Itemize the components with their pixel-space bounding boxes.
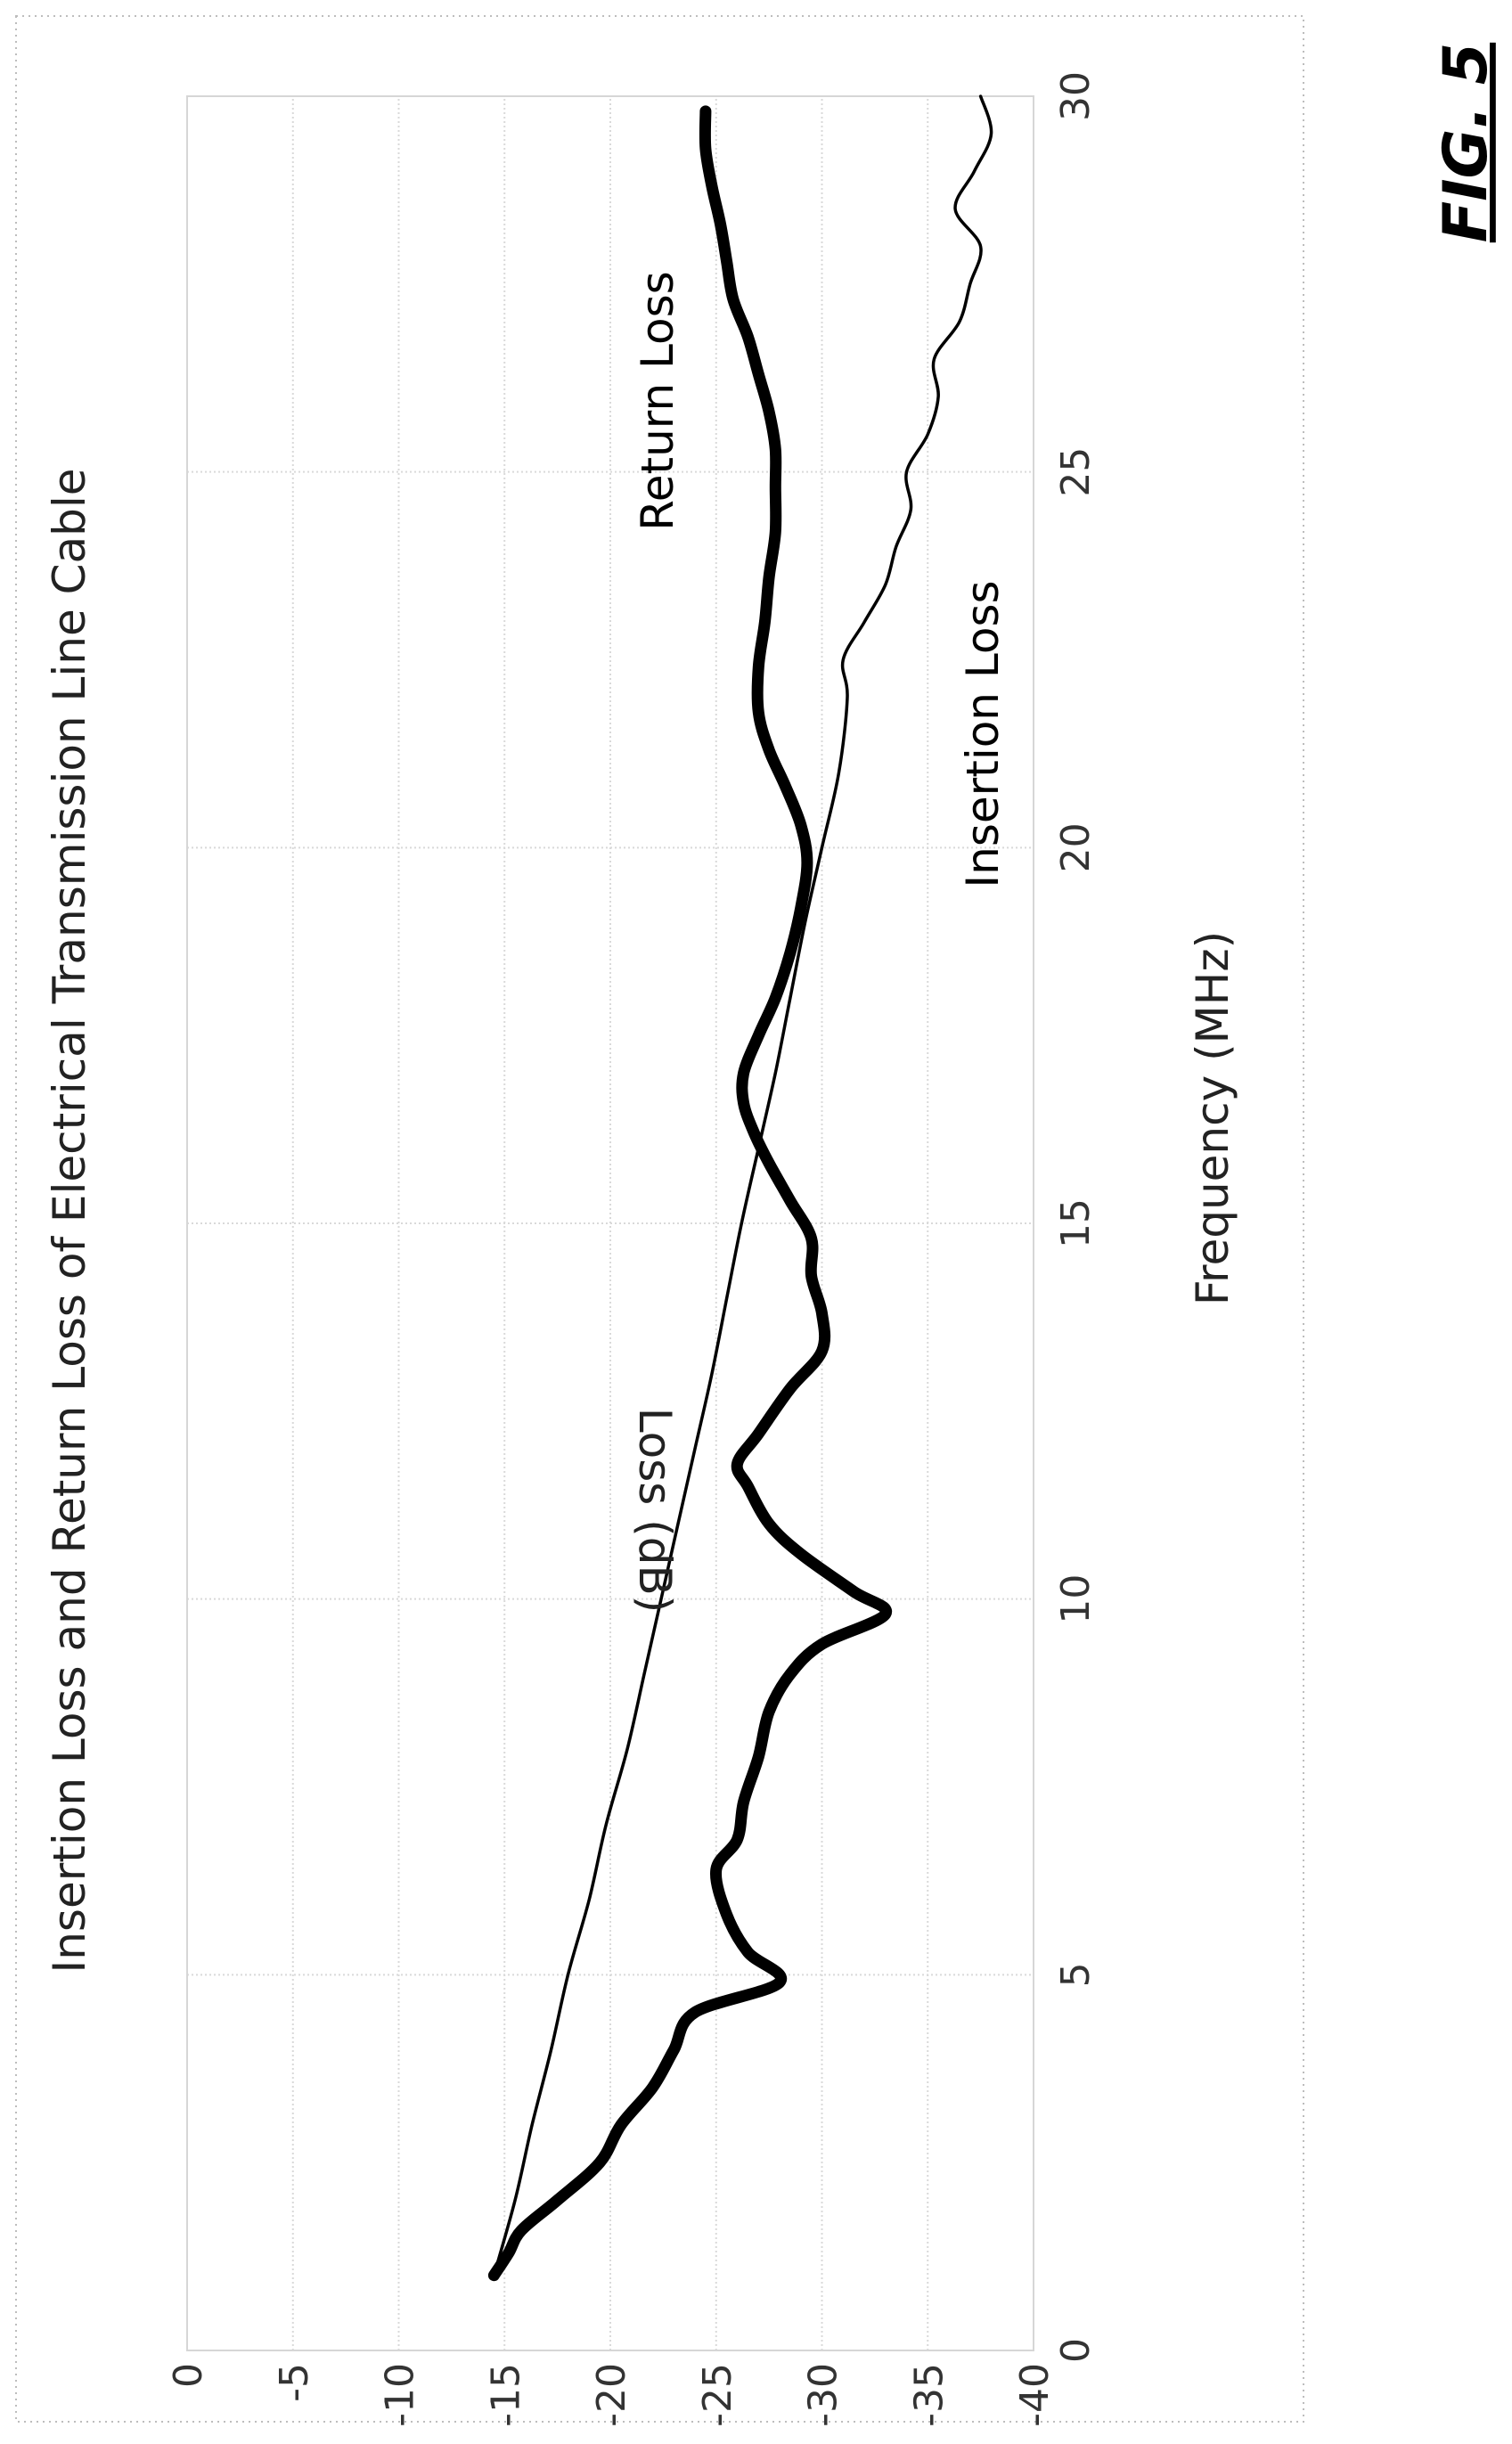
- y-axis-label: Loss (dB): [629, 1408, 681, 1614]
- x-tick-label: 5: [1053, 1962, 1099, 1987]
- insertion-loss-series-line: [492, 94, 993, 2277]
- x-tick-label: 0: [1053, 2338, 1099, 2363]
- y-tick-label: -25: [695, 2363, 740, 2427]
- y-tick-label: -15: [483, 2363, 528, 2427]
- return-loss-series-line: [487, 105, 893, 2282]
- y-tick-label: -10: [378, 2363, 423, 2427]
- x-axis-label: Frequency (MHz): [1187, 931, 1238, 1305]
- series-layer: [487, 94, 993, 2282]
- y-tick-label: 0: [166, 2363, 211, 2388]
- x-tick-label: 10: [1053, 1574, 1099, 1624]
- y-tick-label: -35: [906, 2363, 952, 2427]
- y-tick-label: -40: [1012, 2363, 1058, 2427]
- page-border: [15, 15, 1304, 2423]
- y-tick-label: -5: [272, 2363, 317, 2402]
- x-tick-label: 15: [1053, 1198, 1099, 1248]
- x-tick-label: 20: [1053, 822, 1099, 872]
- y-tick-label: -20: [589, 2363, 634, 2427]
- plot-area: [186, 95, 1034, 2351]
- return-loss-label: Return Loss: [632, 271, 683, 530]
- y-tick-label: -30: [801, 2363, 846, 2427]
- x-tick-label: 25: [1053, 447, 1099, 497]
- x-tick-label: 30: [1053, 71, 1099, 121]
- figure-label: FIG. 5: [1431, 43, 1501, 242]
- insertion-loss-label: Insertion Loss: [957, 580, 1009, 887]
- chart-title: Insertion Loss and Return Loss of Electr…: [44, 468, 95, 1973]
